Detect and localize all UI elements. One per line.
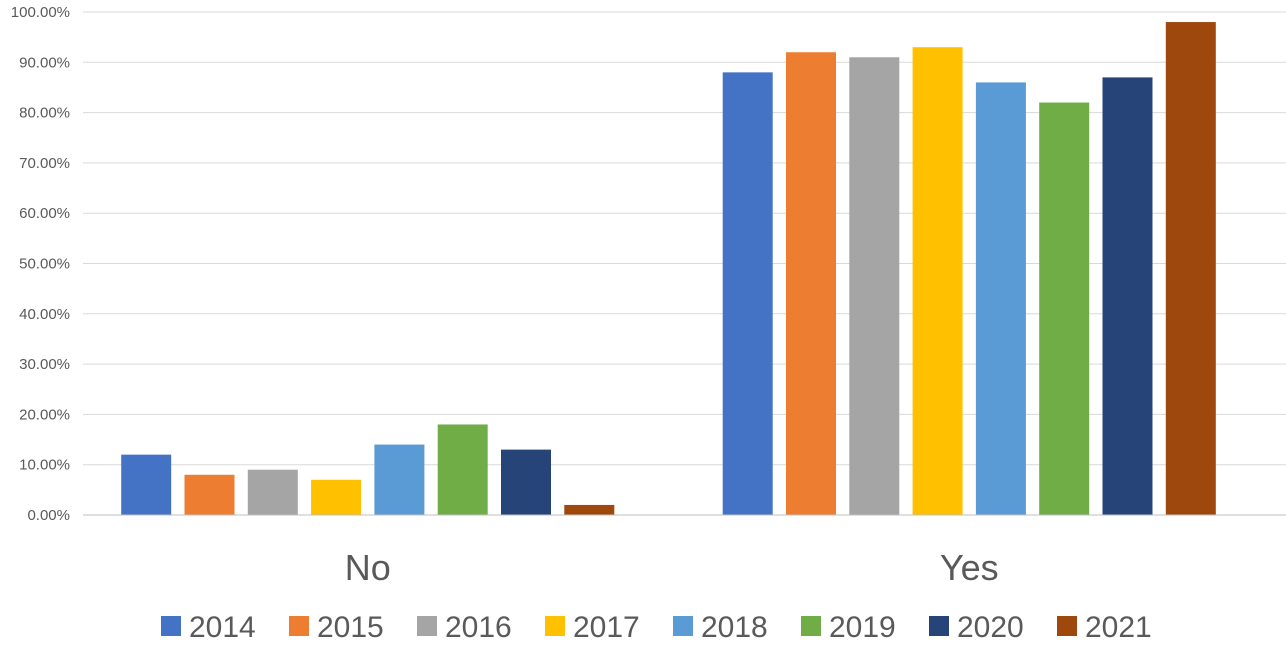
legend-swatch-2015 — [289, 616, 309, 636]
legend-label-2014: 2014 — [189, 611, 256, 644]
y-tick-label: 40.00% — [19, 306, 70, 323]
legend-label-2015: 2015 — [317, 611, 384, 644]
legend-label-2018: 2018 — [701, 611, 768, 644]
y-tick-label: 30.00% — [19, 356, 70, 373]
bars — [121, 22, 1216, 516]
y-tick-label: 10.00% — [19, 457, 70, 474]
category-labels: No Yes — [345, 547, 999, 588]
y-axis-tick-labels: 0.00% 10.00% 20.00% 30.00% 40.00% 50.00% 60.00… — [11, 4, 70, 524]
bar-yes-2018 — [975, 82, 1026, 516]
bar-yes-2016 — [849, 57, 900, 516]
bar-yes-2020 — [1102, 77, 1153, 515]
bar-no-2020 — [501, 449, 551, 515]
bar-no-2021 — [564, 504, 615, 515]
y-tick-label: 0.00% — [27, 507, 70, 524]
category-label-no: No — [345, 547, 391, 588]
category-label-yes: Yes — [940, 547, 999, 588]
legend-swatch-2020 — [929, 616, 949, 636]
y-tick-label: 60.00% — [19, 205, 70, 222]
legend-label-2019: 2019 — [829, 611, 896, 644]
legend-swatch-2018 — [673, 616, 693, 636]
legend-swatch-2019 — [801, 616, 821, 636]
legend: 2014 2015 2016 2017 2018 2019 2020 2021 — [161, 611, 1152, 644]
bar-no-2018 — [374, 444, 425, 515]
y-tick-label: 50.00% — [19, 256, 70, 273]
legend-label-2017: 2017 — [573, 611, 640, 644]
bar-yes-2019 — [1039, 102, 1090, 515]
bar-yes-2017 — [912, 47, 963, 516]
bar-no-2019 — [437, 424, 488, 515]
bar-no-2014 — [121, 454, 172, 515]
y-tick-label: 100.00% — [11, 4, 70, 21]
bar-yes-2015 — [786, 52, 836, 516]
legend-swatch-2021 — [1057, 616, 1077, 636]
legend-label-2020: 2020 — [957, 611, 1024, 644]
legend-swatch-2017 — [545, 616, 565, 636]
legend-label-2021: 2021 — [1085, 611, 1152, 644]
y-tick-label: 90.00% — [19, 54, 70, 71]
bar-no-2016 — [247, 469, 298, 515]
y-tick-label: 80.00% — [19, 105, 70, 122]
gridlines — [83, 11, 1286, 466]
bar-no-2017 — [311, 479, 362, 515]
bar-yes-2014 — [722, 72, 773, 516]
legend-swatch-2014 — [161, 616, 181, 636]
bar-yes-2021 — [1165, 22, 1216, 516]
legend-label-2016: 2016 — [445, 611, 512, 644]
legend-swatch-2016 — [417, 616, 437, 636]
y-tick-label: 20.00% — [19, 406, 70, 423]
y-tick-label: 70.00% — [19, 155, 70, 172]
bar-no-2015 — [184, 474, 235, 515]
